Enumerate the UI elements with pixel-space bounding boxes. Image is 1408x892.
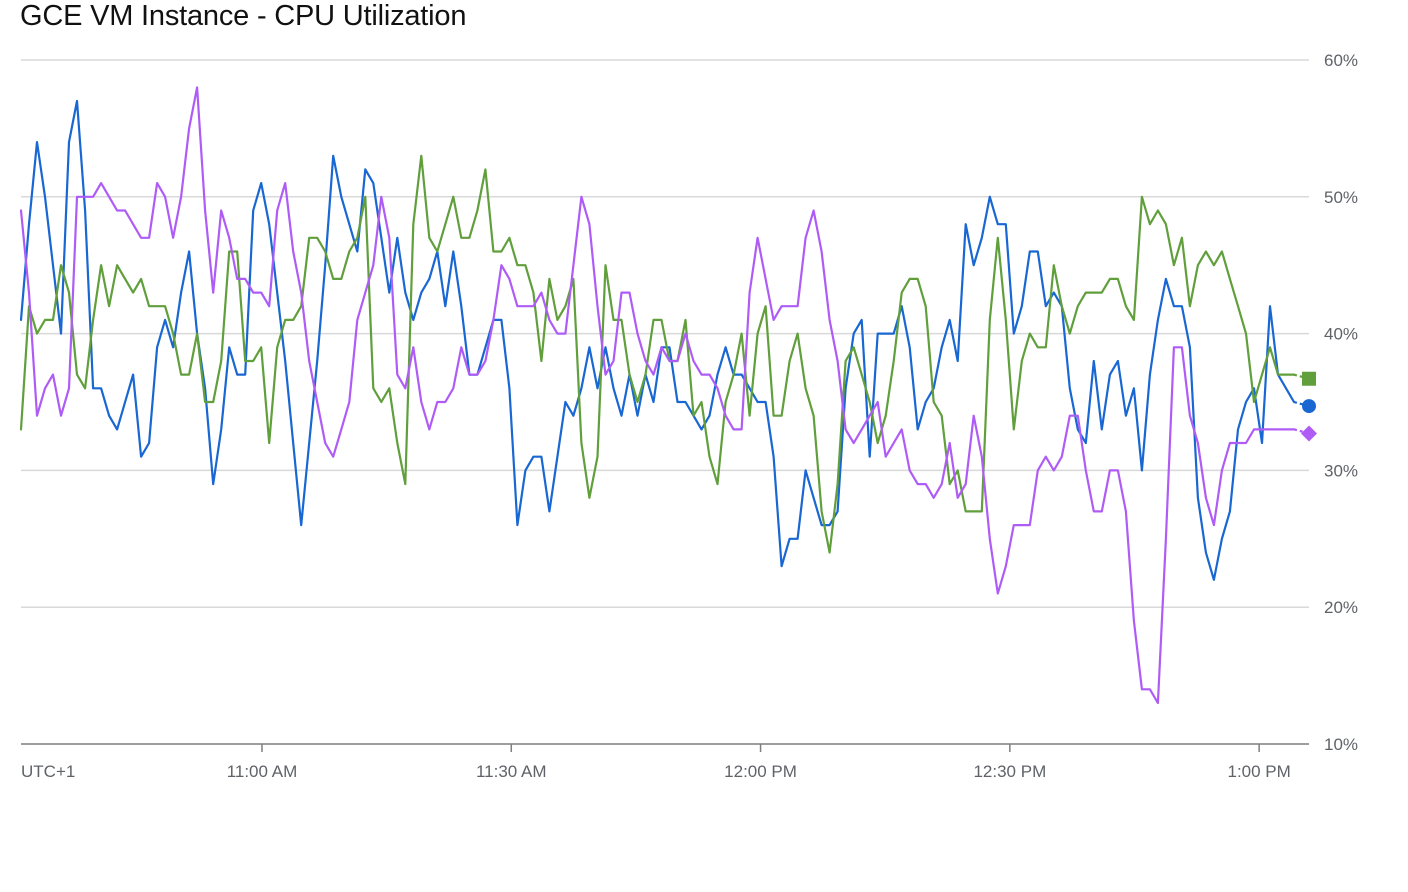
x-tick-label: 1:00 PM — [1227, 762, 1290, 781]
series-end-markers — [1301, 371, 1317, 442]
series-end-marker-circle — [1302, 399, 1316, 414]
x-tick-label: 11:30 AM — [476, 762, 547, 781]
y-tick-label: 10% — [1324, 735, 1358, 754]
y-tick-label: 60% — [1324, 51, 1358, 70]
series-end-marker-diamond — [1301, 425, 1317, 442]
series-end-marker-square — [1302, 371, 1316, 386]
x-tick-label: 11:00 AM — [227, 762, 298, 781]
x-tick-label: 12:00 PM — [724, 762, 797, 781]
timezone-label: UTC+1 — [21, 762, 75, 781]
series-lines — [19, 86, 1310, 705]
y-tick-label: 30% — [1324, 461, 1358, 480]
chart-title: GCE VM Instance - CPU Utilization — [20, 0, 467, 32]
x-axis — [21, 743, 1309, 752]
y-tick-label: 20% — [1324, 598, 1358, 617]
series-line-2 — [19, 154, 1296, 554]
y-tick-label: 50% — [1324, 188, 1358, 207]
x-tick-label: 12:30 PM — [973, 762, 1046, 781]
tick-labels: 10% 20% 30% 40% 50% 60% 11:00 AM 11:30 AM 12:00 … — [21, 51, 1358, 781]
y-tick-label: 40% — [1324, 325, 1358, 344]
series-line-3 — [19, 86, 1296, 705]
